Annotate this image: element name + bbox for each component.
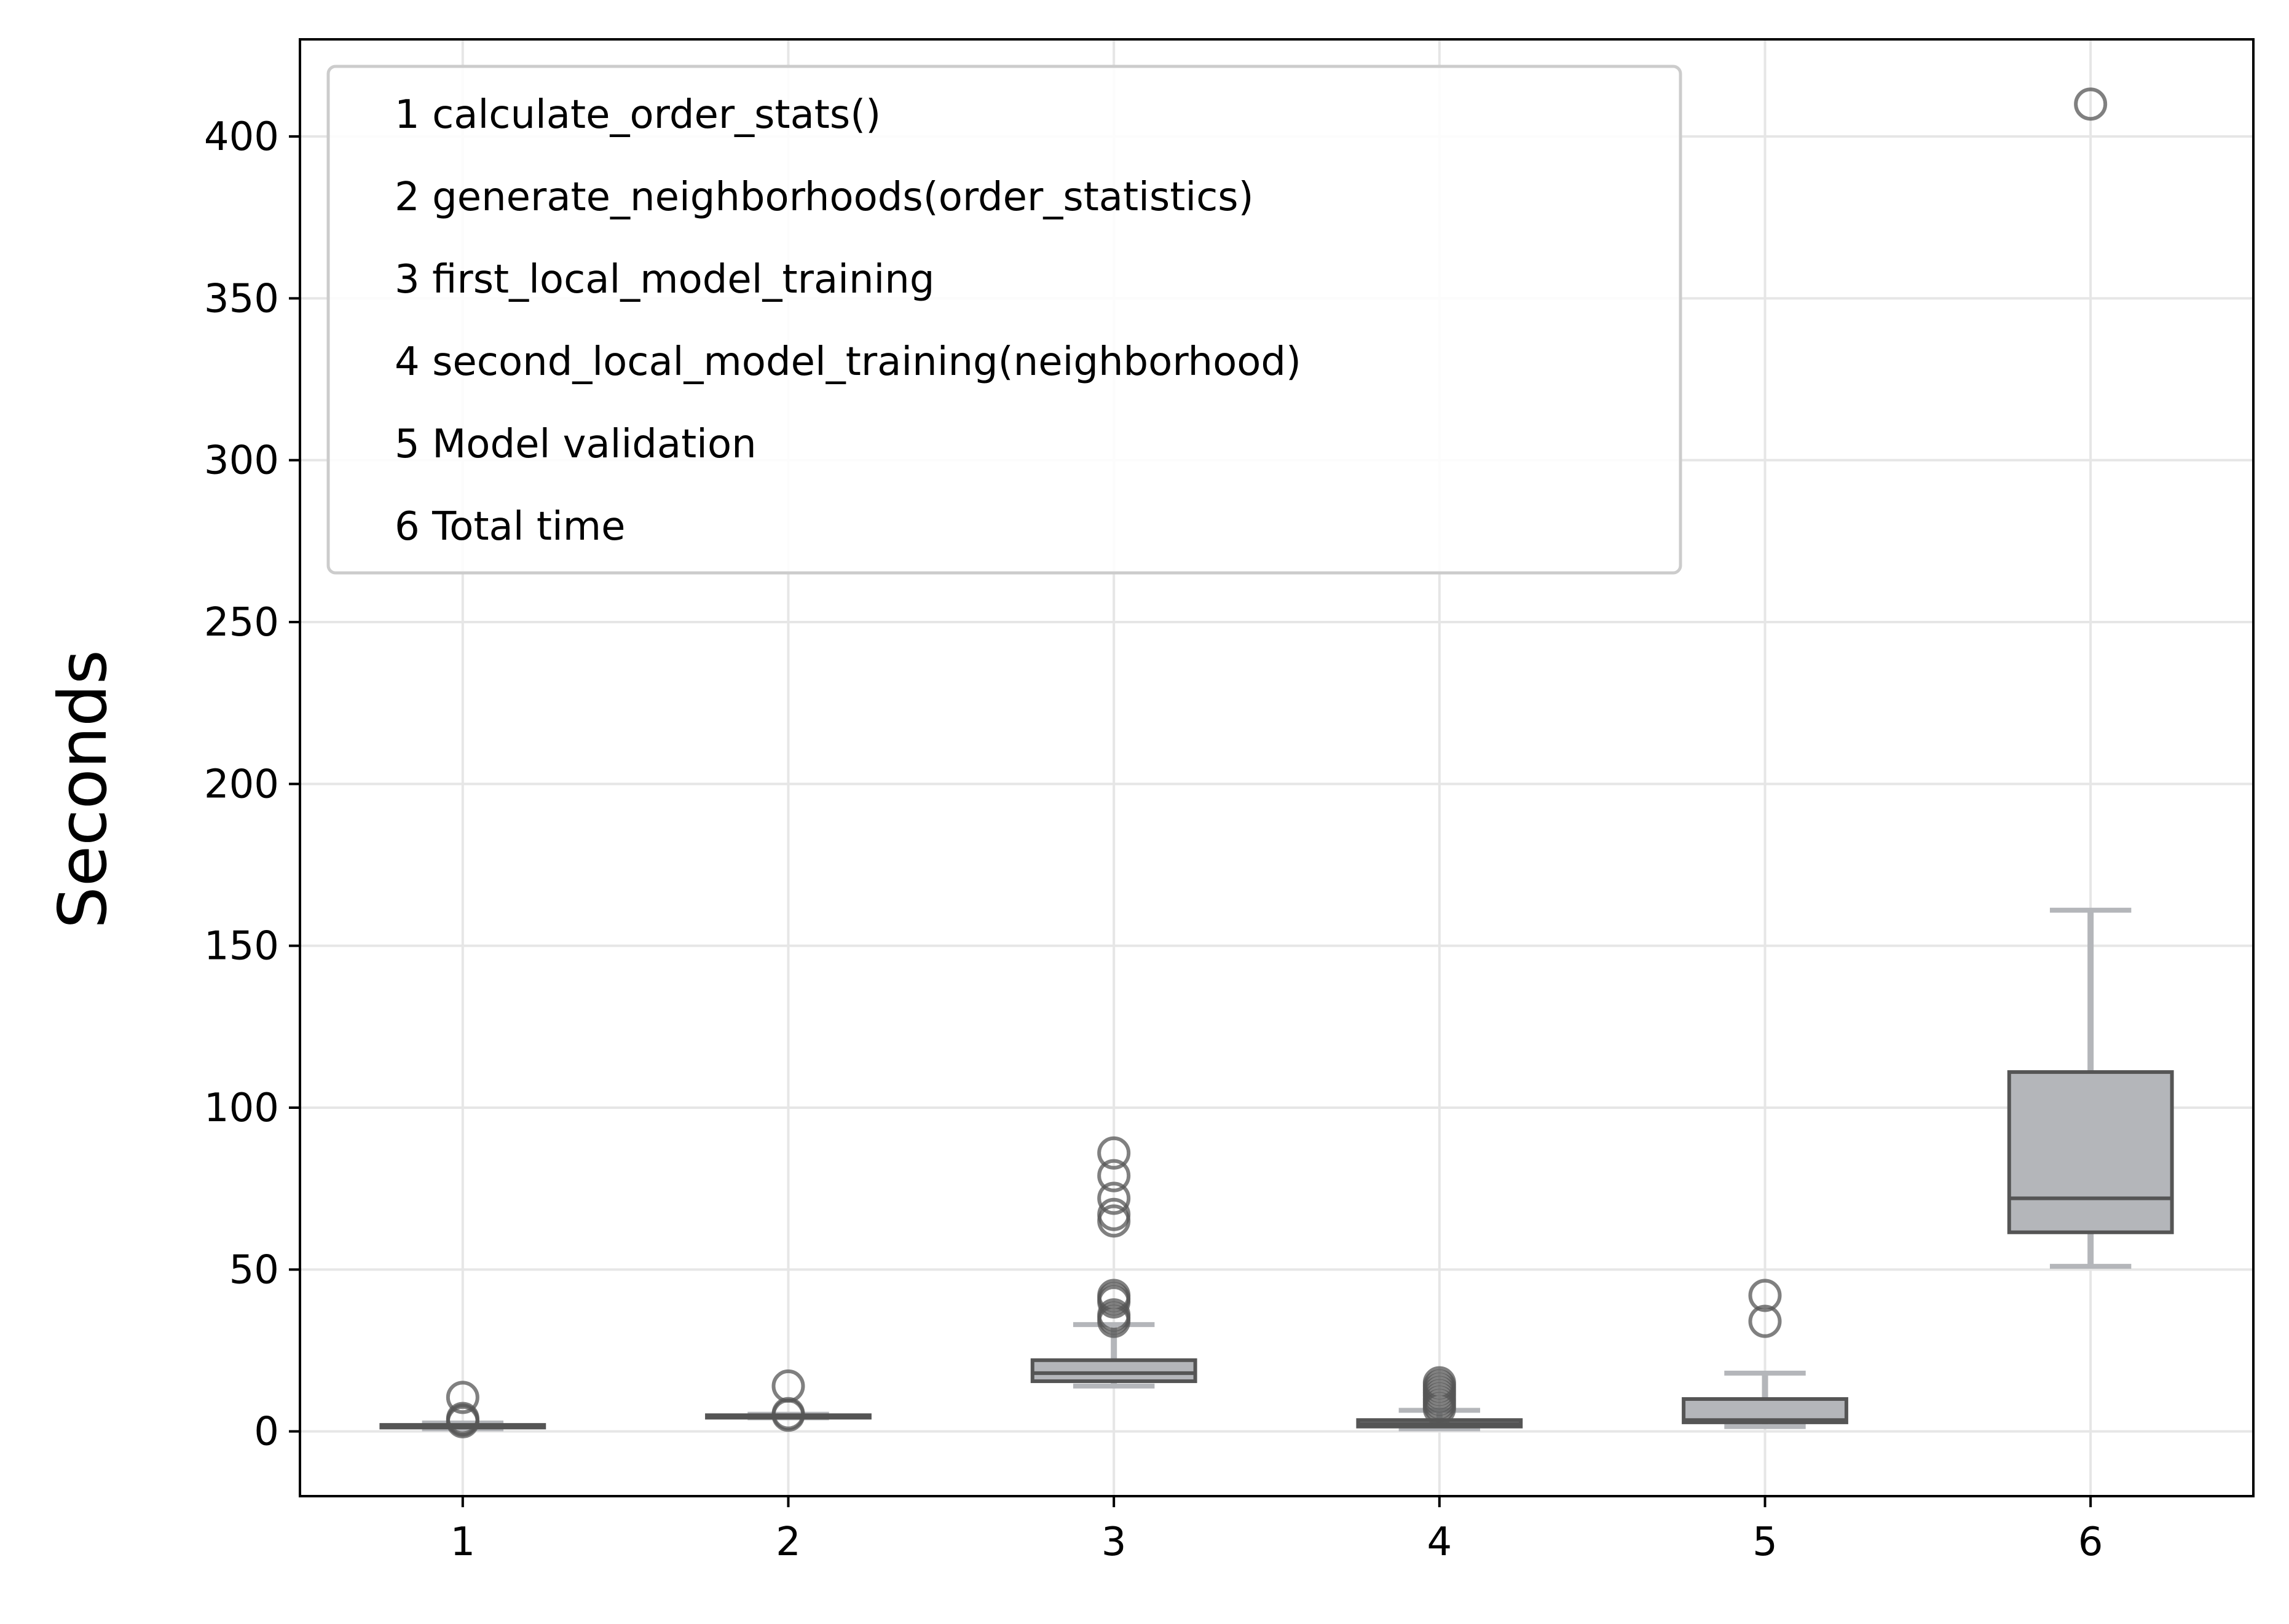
legend-entry: 1 calculate_order_stats() (395, 92, 881, 138)
box-series-6 (2007, 87, 2174, 1269)
y-tick-label: 150 (204, 924, 279, 969)
box-series-4 (1356, 1366, 1523, 1432)
outlier-point (1422, 1366, 1456, 1400)
legend-frame (326, 65, 1682, 575)
legend-entry: 2 generate_neighborhoods(order_statistic… (395, 175, 1254, 220)
outlier-point (1097, 1298, 1131, 1332)
box-series-3 (1030, 1136, 1197, 1389)
y-tick-label: 300 (204, 438, 279, 484)
x-tick-label: 1 (450, 1520, 475, 1565)
outlier-point (1097, 1181, 1131, 1215)
y-tick-label: 400 (204, 114, 279, 160)
outlier-point (1097, 1159, 1131, 1192)
box-iqr (1030, 1358, 1197, 1384)
y-tick-label: 250 (204, 600, 279, 645)
outlier-point (2074, 87, 2108, 121)
outlier-point (1097, 1279, 1131, 1312)
legend: 1 calculate_order_stats() 2 generate_neig… (326, 65, 1682, 575)
outlier-point (446, 1381, 479, 1414)
legend-entry: 6 Total time (395, 504, 625, 550)
plot-frame (299, 38, 2255, 1497)
y-axis-label: Seconds (45, 650, 122, 929)
box-series-5 (1682, 1279, 1848, 1429)
y-tick-label: 0 (254, 1409, 279, 1455)
boxes (379, 87, 2174, 1438)
box-series-2 (705, 1369, 872, 1432)
box-iqr (2007, 1070, 2174, 1234)
outlier-point (1748, 1279, 1782, 1312)
x-axis: 1 2 3 4 5 6 (450, 1496, 2103, 1565)
outlier-point (1748, 1304, 1782, 1338)
y-axis: 0 50 100 150 200 250 300 350 400 (204, 114, 300, 1455)
outlier-point (771, 1397, 805, 1430)
x-tick-label: 5 (1752, 1520, 1778, 1565)
outlier-point (771, 1369, 805, 1403)
y-tick-label: 350 (204, 276, 279, 321)
outlier-point (1097, 1136, 1131, 1170)
y-tick-label: 50 (229, 1247, 279, 1293)
x-tick-label: 2 (776, 1520, 801, 1565)
x-tick-label: 6 (2078, 1520, 2103, 1565)
x-tick-label: 4 (1427, 1520, 1452, 1565)
y-tick-label: 200 (204, 762, 279, 807)
legend-entry: 5 Model validation (395, 422, 757, 467)
outlier-point (446, 1401, 479, 1435)
x-tick-label: 3 (1101, 1520, 1127, 1565)
legend-entry: 4 second_local_model_training(neighborho… (395, 339, 1301, 385)
outlier-point (1097, 1197, 1131, 1231)
legend-entry: 3 first_local_model_training (395, 257, 934, 302)
y-tick-label: 100 (204, 1086, 279, 1131)
box-series-1 (379, 1381, 546, 1438)
